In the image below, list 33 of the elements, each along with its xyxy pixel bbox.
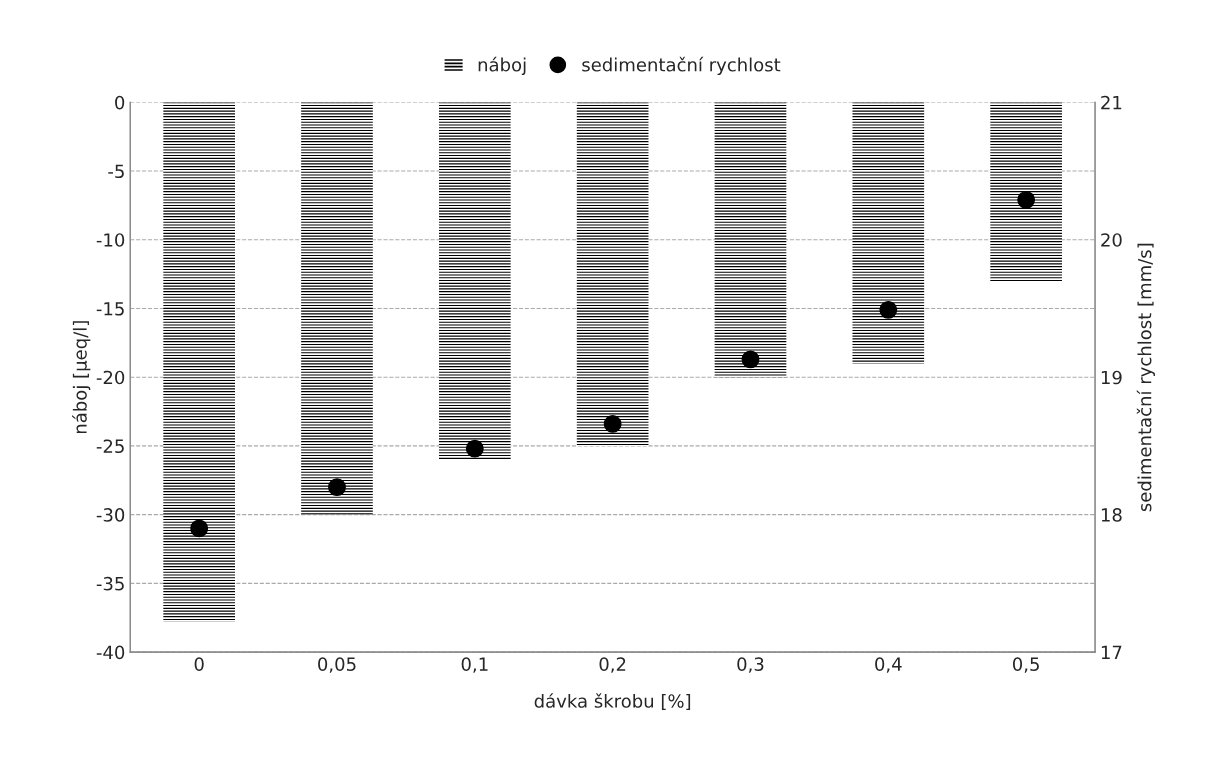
point	[603, 415, 622, 433]
y-tick-label: -30	[96, 508, 125, 522]
x-tick-label: 0	[194, 657, 204, 671]
y-tick-label: -20	[96, 370, 125, 385]
y2-tick-label: 18	[1101, 508, 1122, 522]
point	[1017, 190, 1036, 209]
y2-tick-label: 17	[1101, 645, 1122, 659]
series-label: náboj	[478, 56, 526, 76]
y-tick-label: -25	[96, 439, 124, 454]
x-tick-label: 0,4	[875, 657, 902, 673]
y-tick-label: -40	[96, 645, 125, 660]
y-axis-title: náboj [μeq/l]	[72, 321, 91, 434]
y-tick-label: -10	[96, 233, 125, 247]
x-tick-label: 0,1	[461, 657, 488, 673]
y2-tick-label: 21	[1101, 95, 1122, 110]
point	[190, 519, 209, 538]
y-tick-label: -15	[96, 302, 124, 316]
legend-label: sedimentační rychlost	[582, 56, 781, 76]
x-tick-label: 0,5	[1012, 657, 1039, 673]
point	[741, 350, 760, 369]
y2-tick-label: 19	[1101, 370, 1122, 385]
point	[465, 439, 484, 458]
x-tick-label: 0,3	[737, 657, 764, 673]
x-tick-label: 0,2	[599, 657, 626, 673]
y-tick-label: 0	[115, 95, 125, 110]
y2-tick-label: 20	[1101, 233, 1122, 247]
point	[328, 478, 346, 497]
x-axis-title: dávka škrobu [%]	[534, 693, 691, 710]
x-tick-label: 0,05	[318, 657, 356, 673]
y2-axis-title: sedimentační rychlost [mm/s]	[1136, 243, 1155, 512]
y-tick-label: -5	[108, 164, 124, 179]
y-tick-label: -35	[96, 576, 124, 591]
point	[879, 300, 898, 319]
